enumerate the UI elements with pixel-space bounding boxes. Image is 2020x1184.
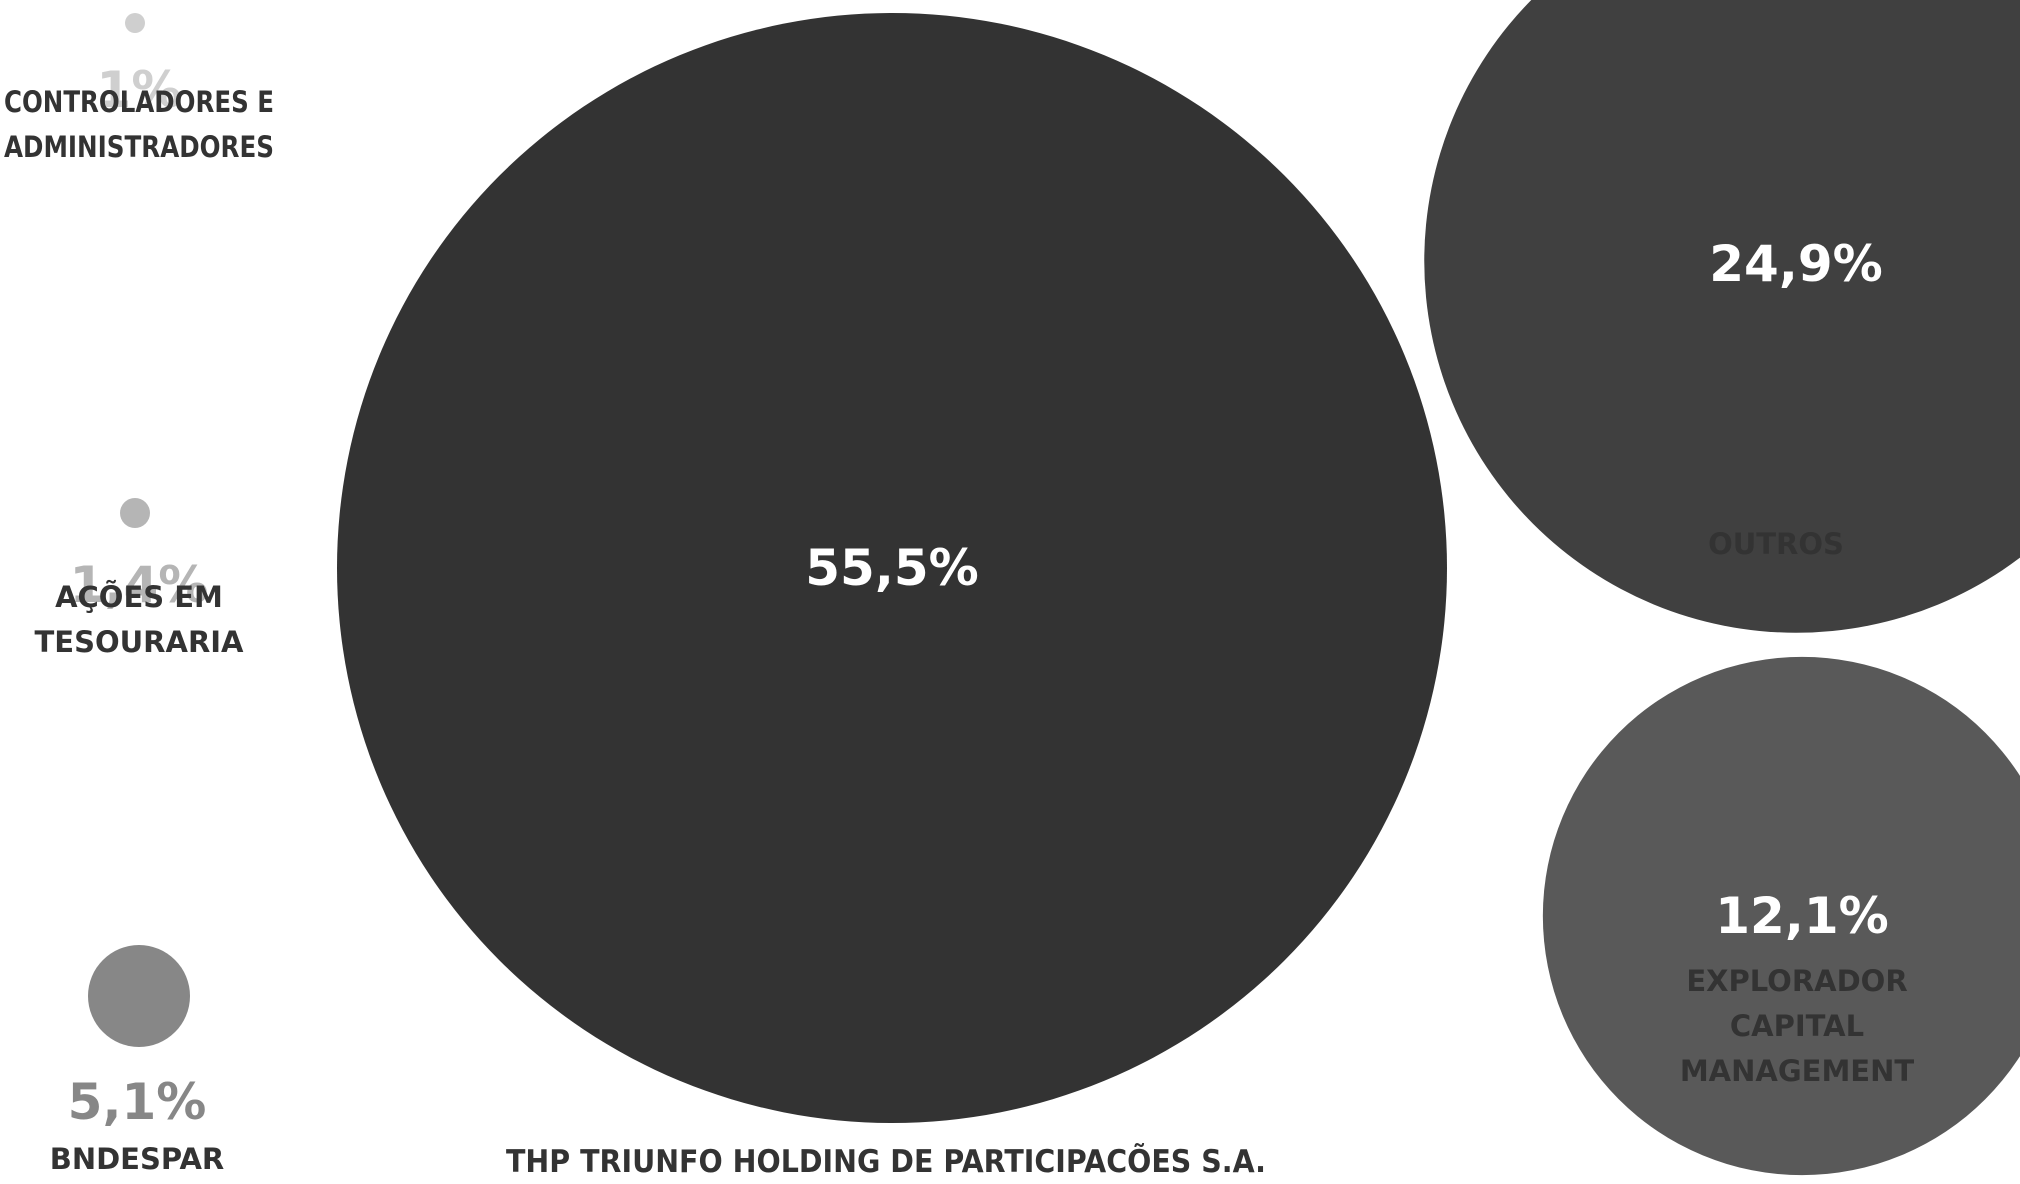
- bubble-group-outros: 24,9% OUTROS: [1424, 0, 2020, 633]
- category-label-outros: OUTROS: [1708, 527, 1844, 561]
- bubble-explorador: [1542, 656, 2020, 1176]
- category-label-explorador: EXPLORADOR: [1686, 964, 1907, 998]
- value-label-outros: 24,9%: [1709, 235, 1882, 293]
- bubble-thp: [337, 13, 1447, 1123]
- bubble-bndespar: [88, 945, 190, 1047]
- bubble-group-acoes: 1,4%AÇÕES EM TESOURARIA: [34, 498, 244, 659]
- bubble-group-controladores: 1%CONTROLADORES E ADMINISTRADORES: [4, 13, 274, 164]
- category-label-explorador: CAPITAL: [1730, 1009, 1864, 1043]
- value-label-acoes: 1,4%: [70, 556, 209, 614]
- bubble-group-explorador: 12,1% EXPLORADOR CAPITAL MANAGEMENT: [1542, 656, 2020, 1176]
- category-label-acoes: TESOURARIA: [34, 625, 244, 659]
- category-label-bndespar: BNDESPAR: [50, 1142, 225, 1176]
- category-label-controladores: ADMINISTRADORES: [4, 130, 274, 164]
- category-label-explorador: MANAGEMENT: [1680, 1054, 1915, 1088]
- bubble-group-bndespar: 5,1% BNDESPAR: [50, 945, 225, 1176]
- bubble-acoes: [120, 498, 150, 528]
- value-label-thp: 55,5%: [805, 539, 978, 597]
- value-label-explorador: 12,1%: [1715, 887, 1888, 945]
- bubble-group-thp: 55,5% THP TRIUNFO HOLDING DE PARTICIPACÕE…: [337, 13, 1447, 1180]
- value-label-controladores: 1%: [97, 61, 182, 119]
- value-label-bndespar: 5,1%: [68, 1073, 207, 1131]
- bubble-controladores: [125, 13, 145, 33]
- category-label-controladores: CONTROLADORES E: [4, 85, 274, 119]
- category-label-acoes: AÇÕES EM: [55, 580, 223, 614]
- category-label-thp: THP TRIUNFO HOLDING DE PARTICIPACÕES S.A…: [506, 1143, 1266, 1180]
- bubble-outros: [1424, 0, 2020, 633]
